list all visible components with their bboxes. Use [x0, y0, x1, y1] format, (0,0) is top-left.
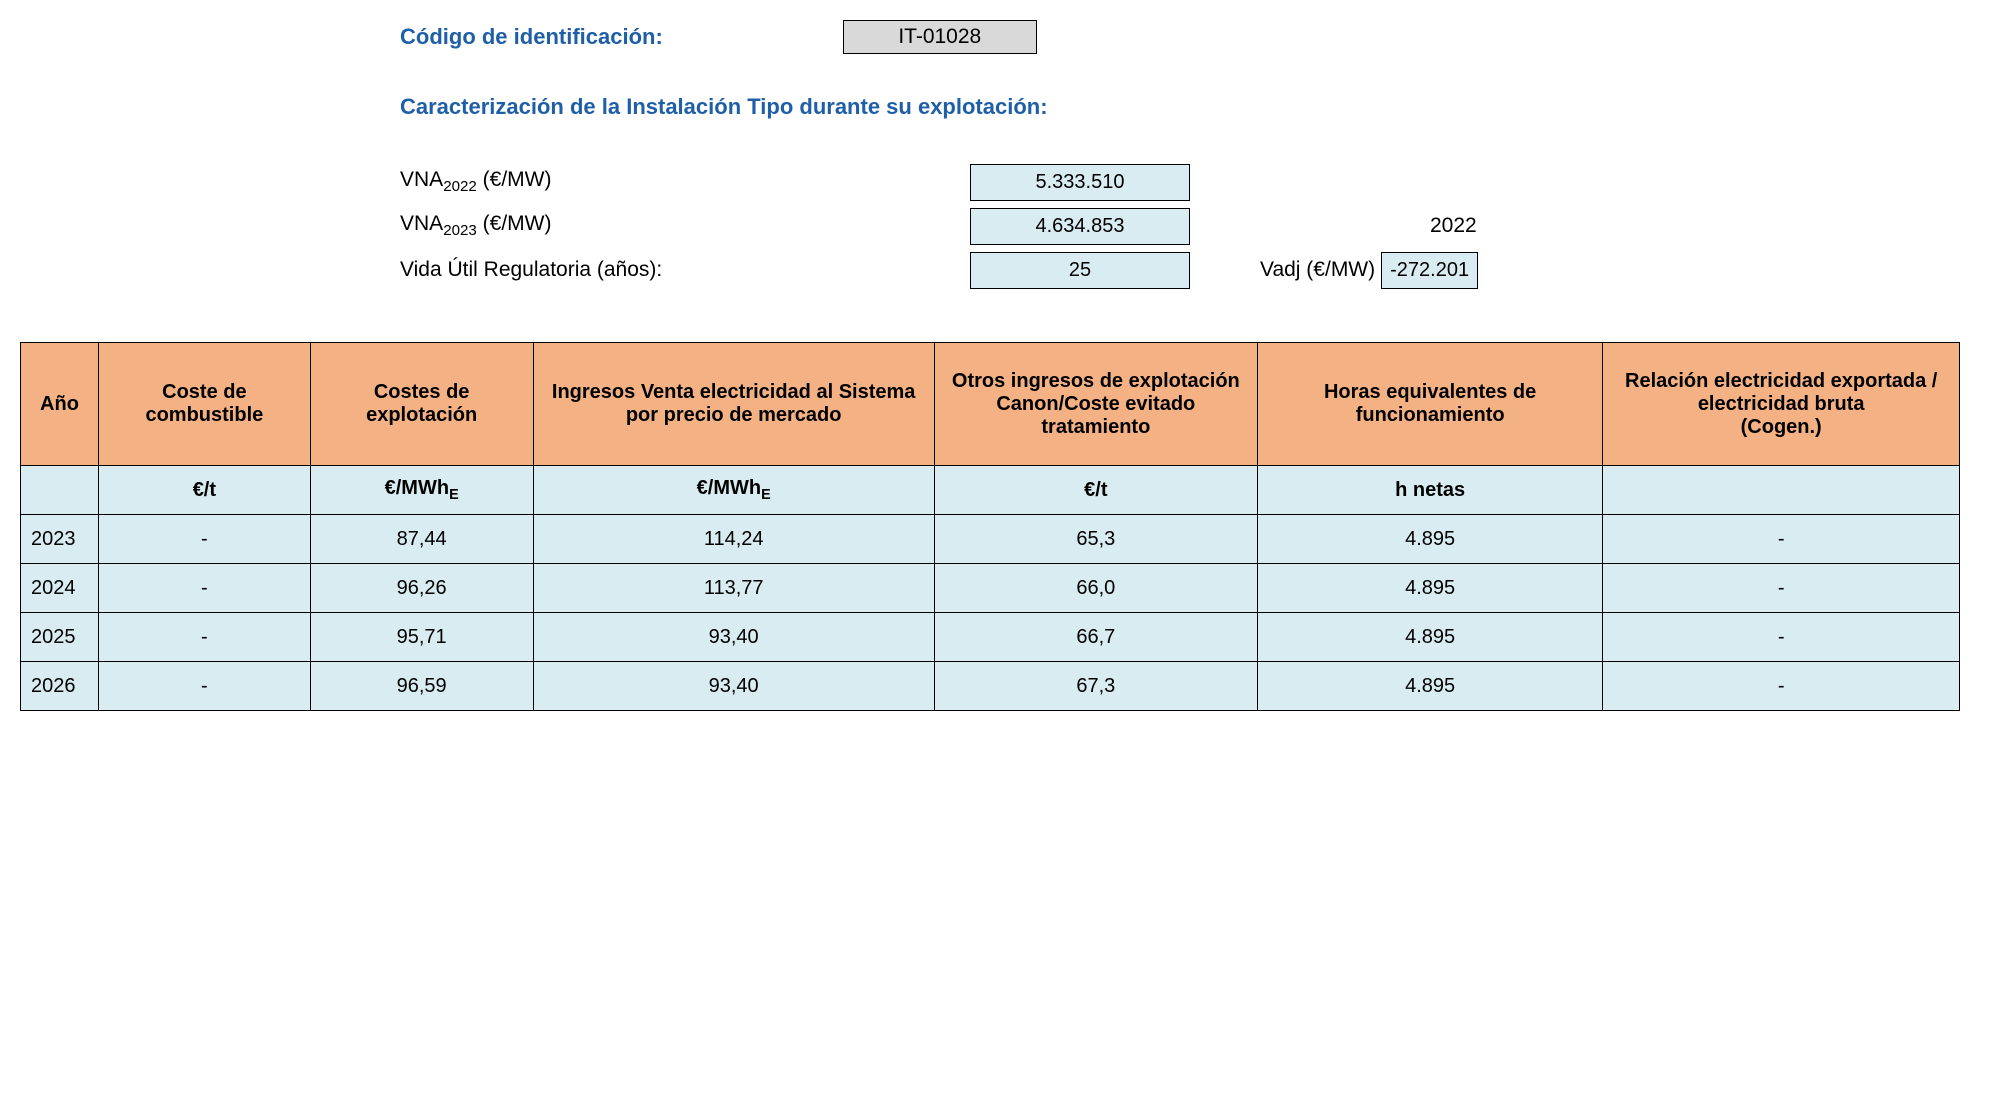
cell-r3-c4: 67,3	[934, 662, 1257, 711]
vna2023-sub: 2023	[443, 223, 477, 240]
table-row: 2024-96,26113,7766,04.895-	[21, 564, 1960, 613]
code-row: Código de identificación: IT-01028	[400, 20, 1980, 54]
vna2023-value: 4.634.853	[970, 208, 1190, 245]
cell-r0-c0: 2023	[21, 515, 99, 564]
life-label: Vida Útil Regulatoria (años):	[400, 258, 970, 282]
header-block: Código de identificación: IT-01028 Carac…	[400, 20, 1980, 292]
vna-prefix: VNA	[400, 168, 443, 191]
cell-r0-c3: 114,24	[533, 515, 934, 564]
table-row: 2023-87,44114,2465,34.895-	[21, 515, 1960, 564]
unit-cell-3: €/MWhE	[533, 466, 934, 515]
vna2022-sub: 2022	[443, 179, 477, 196]
cell-r3-c1: -	[99, 662, 311, 711]
col-header-2: Costes de explotación	[310, 343, 533, 466]
cell-r2-c3: 93,40	[533, 613, 934, 662]
unit-cell-6	[1603, 466, 1960, 515]
cell-r3-c2: 96,59	[310, 662, 533, 711]
cell-r0-c1: -	[99, 515, 311, 564]
unit-cell-1: €/t	[99, 466, 311, 515]
cell-r2-c0: 2025	[21, 613, 99, 662]
table-row: 2026-96,5993,4067,34.895-	[21, 662, 1960, 711]
code-value: IT-01028	[843, 20, 1037, 54]
cell-r1-c1: -	[99, 564, 311, 613]
vna-unit: (€/MW)	[477, 168, 552, 191]
table-units-row: €/t€/MWhE€/MWhE€/th netas	[21, 466, 1960, 515]
vadj-value: -272.201	[1381, 252, 1478, 289]
cell-r0-c4: 65,3	[934, 515, 1257, 564]
col-header-3: Ingresos Venta electricidad al Sistema p…	[533, 343, 934, 466]
table-head: AñoCoste de combustibleCostes de explota…	[21, 343, 1960, 466]
unit-cell-4: €/t	[934, 466, 1257, 515]
cell-r1-c0: 2024	[21, 564, 99, 613]
vna2022-row: VNA2022 (€/MW) 5.333.510	[400, 160, 1980, 204]
vna-unit-2: (€/MW)	[477, 212, 552, 235]
vna2023-row: VNA2023 (€/MW) 4.634.853 2022	[400, 204, 1980, 248]
vna2022-value: 5.333.510	[970, 164, 1190, 201]
cell-r0-c5: 4.895	[1257, 515, 1602, 564]
cell-r2-c4: 66,7	[934, 613, 1257, 662]
cell-r0-c2: 87,44	[310, 515, 533, 564]
cell-r1-c2: 96,26	[310, 564, 533, 613]
cell-r3-c0: 2026	[21, 662, 99, 711]
cell-r1-c4: 66,0	[934, 564, 1257, 613]
cell-r3-c6: -	[1603, 662, 1960, 711]
cell-r1-c3: 113,77	[533, 564, 934, 613]
document-root: Código de identificación: IT-01028 Carac…	[20, 20, 1980, 711]
cell-r3-c5: 4.895	[1257, 662, 1602, 711]
cell-r2-c5: 4.895	[1257, 613, 1602, 662]
cell-r1-c5: 4.895	[1257, 564, 1602, 613]
table-header-row: AñoCoste de combustibleCostes de explota…	[21, 343, 1960, 466]
table-body: €/t€/MWhE€/MWhE€/th netas 2023-87,44114,…	[21, 466, 1960, 711]
code-label: Código de identificación:	[400, 24, 663, 50]
col-header-6: Relación electricidad exportada / electr…	[1603, 343, 1960, 466]
col-header-4: Otros ingresos de explotación Canon/Cost…	[934, 343, 1257, 466]
vna2022-label: VNA2022 (€/MW)	[400, 168, 970, 195]
life-row: Vida Útil Regulatoria (años): 25 Vadj (€…	[400, 248, 1980, 292]
unit-cell-0	[21, 466, 99, 515]
unit-cell-2: €/MWhE	[310, 466, 533, 515]
col-header-0: Año	[21, 343, 99, 466]
section-title: Caracterización de la Instalación Tipo d…	[400, 94, 1980, 120]
table-row: 2025-95,7193,4066,74.895-	[21, 613, 1960, 662]
vna-prefix-2: VNA	[400, 212, 443, 235]
col-header-1: Coste de combustible	[99, 343, 311, 466]
cell-r3-c3: 93,40	[533, 662, 934, 711]
vna2023-label: VNA2023 (€/MW)	[400, 212, 970, 239]
vadj-label: Vadj (€/MW)	[1260, 258, 1375, 282]
life-value: 25	[970, 252, 1190, 289]
unit-cell-5: h netas	[1257, 466, 1602, 515]
col-header-5: Horas equivalentes de funcionamiento	[1257, 343, 1602, 466]
vadj-year: 2022	[1430, 214, 1477, 238]
cell-r2-c2: 95,71	[310, 613, 533, 662]
cell-r2-c6: -	[1603, 613, 1960, 662]
cell-r1-c6: -	[1603, 564, 1960, 613]
cell-r2-c1: -	[99, 613, 311, 662]
operation-table: AñoCoste de combustibleCostes de explota…	[20, 342, 1960, 711]
cell-r0-c6: -	[1603, 515, 1960, 564]
